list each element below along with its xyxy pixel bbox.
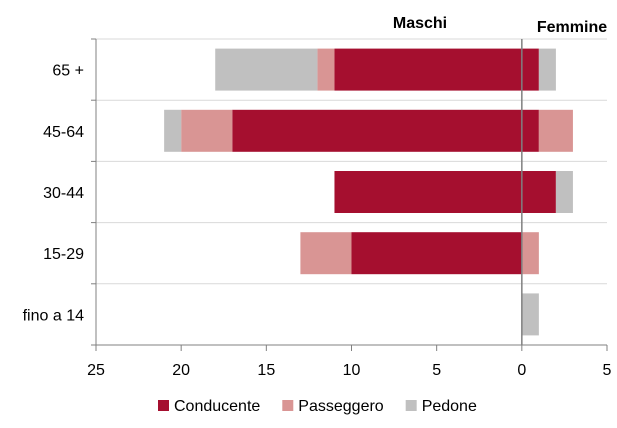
legend-label-passeggero: Passeggero [298,398,383,415]
bar-femmine-conducente [521,171,556,213]
axes [91,38,608,351]
bar-maschi-pedone [164,109,182,152]
x-tick-label: 0 [517,362,526,379]
bar-maschi-conducente [334,48,522,91]
bar-femmine-passeggero [538,109,573,152]
legend-label-conducente: Conducente [174,398,260,415]
x-tick-label: 20 [172,362,190,379]
group-title-femmine: Femmine [537,19,607,36]
category-label: fino a 14 [23,307,84,324]
legend-swatch-pedone [405,400,417,411]
category-label: 15-29 [43,246,84,263]
group-title-maschi: Maschi [393,15,447,32]
bar-maschi-passeggero [317,48,335,91]
x-tick-label: 10 [343,362,361,379]
bar-femmine-pedone [521,293,539,336]
legend-swatch-conducente [158,400,169,411]
bar-maschi-conducente [351,232,522,275]
bar-femmine-passeggero [521,232,539,275]
category-label: 30-44 [43,185,84,202]
category-label: 45-64 [43,124,84,141]
bar-maschi-passeggero [300,232,352,275]
x-tick-label: 15 [257,362,275,379]
category-label: 65 + [52,63,84,80]
bar-femmine-conducente [521,48,539,91]
bar-maschi-passeggero [181,109,233,152]
legend: Conducente Passeggero Pedone [158,398,477,415]
x-tick-label: 5 [603,362,612,379]
category-labels: 65 + 45-64 30-44 15-29 fino a 14 [23,63,84,325]
bars [164,48,573,336]
x-tick-labels: 25 20 15 10 5 0 5 [87,362,611,379]
x-tick-label: 25 [87,362,105,379]
legend-label-pedone: Pedone [422,398,477,415]
bar-maschi-pedone [215,48,318,91]
bar-maschi-conducente [232,109,522,152]
legend-swatch-passeggero [282,400,294,411]
bar-maschi-conducente [334,171,522,213]
bar-femmine-pedone [555,171,573,213]
x-tick-label: 5 [432,362,441,379]
bar-femmine-pedone [538,48,556,91]
bar-femmine-conducente [521,109,539,152]
